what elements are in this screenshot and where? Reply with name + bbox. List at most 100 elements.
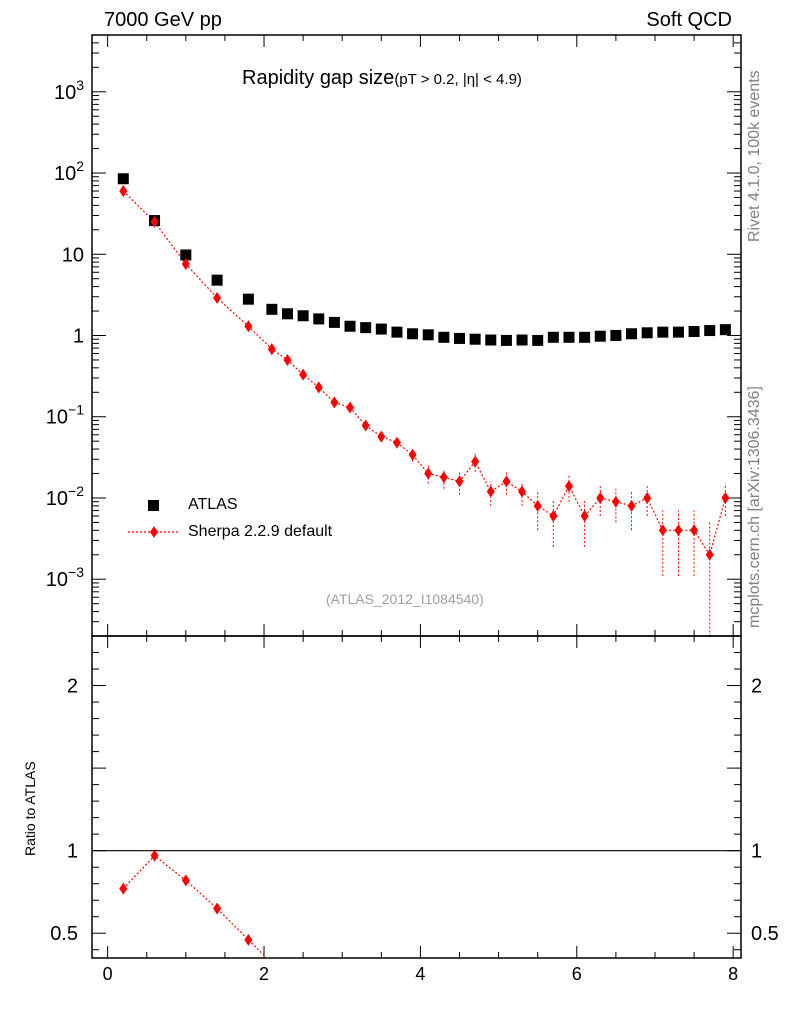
ratio-sherpa-point xyxy=(119,882,128,895)
y-tick-label: 10−3 xyxy=(46,564,84,591)
sherpa-point xyxy=(299,368,308,381)
atlas-point xyxy=(641,327,653,339)
x-tick-label: 4 xyxy=(415,964,425,984)
sherpa-point xyxy=(392,436,401,449)
ratio-y-tick-label: 2 xyxy=(67,676,78,698)
atlas-point xyxy=(391,326,403,338)
legend-atlas-marker xyxy=(148,500,159,511)
sherpa-point xyxy=(627,499,636,512)
ratio-y-tick-label: 1 xyxy=(67,841,78,863)
sherpa-point xyxy=(611,495,620,508)
sherpa-point xyxy=(471,455,480,468)
sherpa-point xyxy=(314,381,323,394)
y-tick-label: 10−1 xyxy=(46,402,84,429)
atlas-point xyxy=(469,333,481,345)
plot-title-cuts: (pT > 0.2, |η| < 4.9) xyxy=(394,71,522,88)
atlas-point xyxy=(360,322,372,334)
y-tick-exponent: −1 xyxy=(68,402,84,418)
atlas-point xyxy=(407,328,419,340)
y-tick-label: 103 xyxy=(54,77,84,104)
mcplots-reference-label: mcplots.cern.ch [arXiv:1306.3436] xyxy=(746,386,763,628)
sherpa-point xyxy=(408,448,417,461)
sherpa-point xyxy=(439,471,448,484)
atlas-point xyxy=(281,308,293,320)
rivet-version-label: Rivet 4.1.0, 100k events xyxy=(746,70,763,242)
legend-sherpa-label: Sherpa 2.2.9 default xyxy=(188,523,333,540)
ratio-data xyxy=(119,849,273,958)
sherpa-point xyxy=(690,524,699,537)
ratio-y-tick-label-right: 0.5 xyxy=(751,923,779,945)
atlas-point xyxy=(563,331,575,343)
atlas-point xyxy=(375,323,387,335)
ratio-sherpa-point xyxy=(181,874,190,887)
sherpa-point xyxy=(267,343,276,356)
atlas-point xyxy=(610,330,622,341)
sherpa-point xyxy=(580,510,589,523)
atlas-point xyxy=(594,330,606,342)
sherpa-point xyxy=(181,257,190,270)
atlas-point xyxy=(438,331,450,343)
atlas-point xyxy=(180,249,192,261)
sherpa-point xyxy=(361,419,370,432)
sherpa-point xyxy=(533,499,542,512)
sherpa-point xyxy=(377,430,386,443)
sherpa-point xyxy=(244,320,253,333)
y-tick-exponent: −3 xyxy=(68,564,84,580)
x-tick-label: 2 xyxy=(259,964,269,984)
ratio-y-tick-label-right: 1 xyxy=(751,841,762,863)
sherpa-point xyxy=(674,524,683,537)
x-tick-label: 8 xyxy=(728,964,738,984)
atlas-point xyxy=(500,334,512,346)
legend-atlas-label: ATLAS xyxy=(188,496,238,513)
atlas-point xyxy=(532,334,544,346)
atlas-point xyxy=(688,326,700,338)
sherpa-point xyxy=(455,475,464,488)
atlas-point xyxy=(719,324,731,336)
ratio-sherpa-line xyxy=(122,854,268,958)
y-tick-exponent: −2 xyxy=(68,483,84,499)
y-tick-label: 1 xyxy=(73,326,84,348)
ratio-panel: 0 2 4 6 8 0.5 0.5 1 1 2 2 xyxy=(50,635,779,984)
atlas-point xyxy=(242,293,254,305)
atlas-point xyxy=(211,274,223,286)
atlas-point xyxy=(454,332,466,344)
atlas-point xyxy=(704,325,716,337)
ratio-sherpa-point xyxy=(244,933,253,946)
sherpa-point xyxy=(346,401,355,414)
sherpa-point xyxy=(643,491,652,504)
sherpa-point xyxy=(330,396,339,409)
atlas-point xyxy=(547,331,559,343)
atlas-point xyxy=(313,313,325,325)
header-energy-label: 7000 GeV pp xyxy=(104,9,222,31)
atlas-point xyxy=(657,326,669,338)
sherpa-point xyxy=(486,485,495,498)
sherpa-point xyxy=(658,524,667,537)
x-tick-label: 0 xyxy=(103,964,113,984)
atlas-point xyxy=(516,334,528,346)
ratio-sherpa-point xyxy=(213,902,222,915)
sherpa-point xyxy=(119,185,128,198)
atlas-point xyxy=(672,326,684,338)
y-tick-label: 10 xyxy=(62,244,84,266)
x-tick-label: 6 xyxy=(572,964,582,984)
ratio-y-tick-label-right: 2 xyxy=(751,676,762,698)
plot-title-main: Rapidity gap size xyxy=(242,67,395,89)
sherpa-point xyxy=(564,480,573,493)
atlas-point xyxy=(579,331,591,343)
sherpa-point xyxy=(518,485,527,498)
sherpa-point xyxy=(424,467,433,480)
atlas-point xyxy=(297,310,309,322)
analysis-reference-tag: (ATLAS_2012_I1084540) xyxy=(326,591,484,607)
sherpa-point xyxy=(596,491,605,504)
ratio-sherpa-point xyxy=(150,849,159,862)
sherpa-point xyxy=(549,510,558,523)
sherpa-point xyxy=(213,291,222,304)
atlas-point xyxy=(328,316,340,328)
ratio-frame xyxy=(91,635,742,959)
ratio-axis-label: Ratio to ATLAS xyxy=(22,761,38,856)
plot-title: Rapidity gap size(pT > 0.2, |η| < 4.9) xyxy=(242,67,522,90)
atlas-point xyxy=(626,328,638,340)
atlas-point xyxy=(117,173,129,185)
